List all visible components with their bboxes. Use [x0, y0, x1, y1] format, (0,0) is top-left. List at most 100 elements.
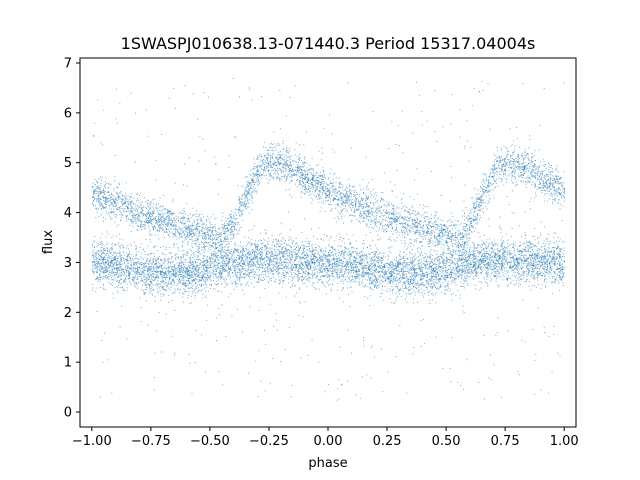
data-point — [246, 258, 248, 260]
data-point — [136, 270, 138, 272]
data-point — [484, 264, 486, 266]
data-point — [143, 272, 145, 274]
data-point — [376, 256, 378, 258]
data-point — [223, 270, 225, 272]
data-point — [459, 257, 461, 259]
data-point — [325, 265, 327, 267]
data-point — [431, 299, 433, 301]
data-point — [363, 259, 365, 261]
data-point — [155, 273, 157, 275]
data-point — [281, 248, 283, 250]
data-point — [464, 268, 466, 270]
data-point — [240, 250, 242, 252]
data-point — [500, 244, 502, 246]
data-point — [197, 259, 199, 261]
data-point — [177, 277, 179, 279]
data-point — [202, 262, 204, 263]
data-point — [201, 286, 202, 287]
data-point — [96, 251, 98, 253]
data-point — [132, 267, 134, 268]
data-point — [165, 247, 167, 249]
data-point — [412, 261, 414, 262]
data-point — [297, 263, 299, 265]
data-point — [290, 250, 292, 252]
data-point — [101, 244, 103, 246]
data-point — [283, 252, 285, 254]
data-point — [443, 267, 445, 269]
data-point — [249, 269, 251, 271]
data-point — [329, 267, 331, 269]
data-point — [162, 252, 164, 254]
data-point — [156, 260, 158, 262]
data-point — [300, 256, 302, 258]
data-point — [158, 270, 160, 272]
data-point — [486, 282, 487, 284]
data-point — [404, 262, 406, 264]
data-point — [303, 258, 305, 260]
data-point — [361, 281, 362, 283]
data-point — [159, 270, 161, 272]
data-point — [459, 275, 461, 277]
data-point — [528, 255, 530, 257]
data-point — [521, 260, 523, 262]
data-point — [348, 239, 350, 240]
data-point — [162, 267, 164, 269]
data-point — [102, 243, 104, 245]
data-point — [235, 286, 237, 288]
data-point — [454, 282, 456, 284]
data-point — [433, 259, 435, 261]
data-point — [498, 258, 500, 260]
data-point — [512, 246, 514, 248]
data-point — [562, 272, 564, 274]
data-point — [404, 282, 405, 283]
data-point — [556, 240, 558, 242]
data-point — [282, 223, 284, 225]
data-point — [477, 244, 479, 246]
data-point — [390, 271, 392, 273]
data-point — [423, 260, 425, 262]
data-point — [272, 273, 274, 275]
data-point — [176, 262, 178, 264]
data-point — [267, 250, 269, 252]
data-point — [185, 276, 187, 278]
data-point — [325, 247, 327, 249]
data-point — [431, 270, 433, 272]
data-point — [401, 277, 402, 278]
data-point — [130, 284, 132, 286]
data-point — [229, 269, 231, 271]
data-point — [107, 261, 109, 263]
data-point — [473, 258, 475, 260]
data-point — [297, 271, 299, 273]
data-point — [92, 287, 94, 289]
data-point — [466, 254, 468, 255]
data-point — [533, 276, 535, 278]
data-point — [267, 262, 269, 264]
data-point — [269, 256, 271, 258]
data-point — [155, 245, 157, 247]
data-point — [515, 275, 517, 277]
data-point — [138, 271, 140, 273]
data-point — [369, 253, 371, 255]
data-point — [306, 257, 308, 259]
data-point — [152, 269, 154, 271]
data-point — [196, 279, 198, 281]
data-point — [389, 288, 391, 290]
data-point — [290, 287, 291, 289]
data-point — [496, 248, 498, 250]
data-point — [532, 243, 534, 245]
data-point — [460, 245, 462, 247]
data-point — [365, 254, 367, 256]
data-point — [108, 267, 110, 268]
data-point — [198, 272, 200, 274]
data-point — [550, 273, 552, 275]
data-point — [525, 259, 527, 260]
data-point — [504, 255, 506, 257]
data-point — [469, 238, 471, 239]
data-point — [170, 252, 172, 254]
data-point — [147, 254, 149, 256]
data-point — [320, 256, 322, 258]
data-point — [366, 262, 368, 264]
data-point — [496, 273, 498, 275]
data-point — [452, 277, 454, 279]
data-point — [322, 282, 324, 284]
